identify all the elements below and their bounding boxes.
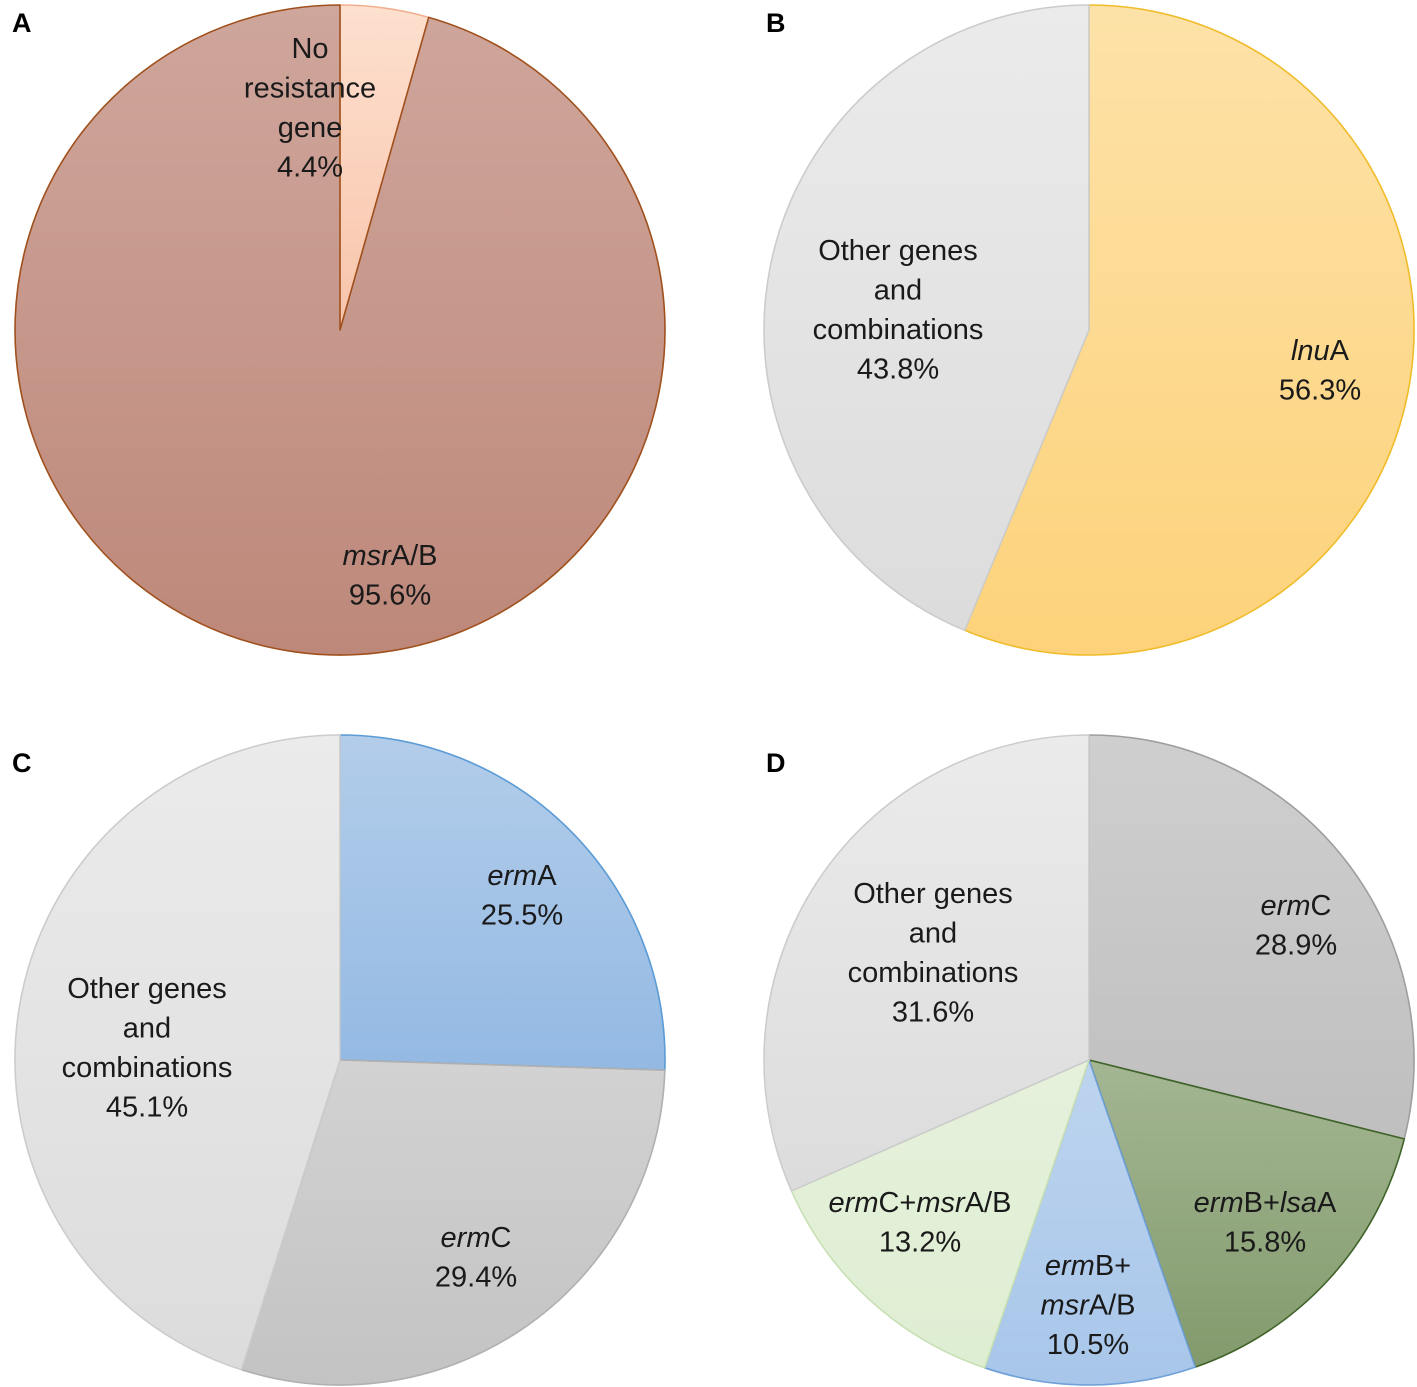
panel-letter-c: C [12, 748, 32, 778]
panel-letter-d: D [766, 748, 786, 778]
slice-label-msra-b: msrA/B 95.6% [342, 540, 437, 612]
pie-chart-d: ermC 28.9% ermB+lsaA 15.8% ermB+ msrA/B 10.5% e… [763, 734, 1415, 1386]
panel-letter-a: A [12, 8, 32, 38]
slice-ermc [240, 1059, 666, 1386]
panel-letter-b: B [766, 8, 786, 38]
slice-label-ermc: ermC 29.4% [435, 1222, 517, 1294]
slice-ermb-msra-b [983, 1059, 1197, 1386]
pie-chart-a: No resistance gene 4.4% msrA/B 95.6% [14, 4, 666, 656]
slice-label-ermc: ermC 28.9% [1255, 890, 1337, 962]
slice-other-genes-and-combinations [763, 4, 1090, 632]
slice-lnua [963, 4, 1415, 656]
slice-msra-b [14, 4, 666, 656]
slice-erma [339, 734, 666, 1072]
pie-chart-c: ermA 25.5% ermC 29.4% Other genes and combinat… [14, 734, 666, 1386]
slice-label-erma: ermA 25.5% [481, 860, 563, 932]
pie-chart-b: lnuA 56.3% Other genes and combinations 43.8% [763, 4, 1415, 656]
slice-other-genes-and-combinations [14, 734, 341, 1371]
slice-label-ermb-lsaa: ermB+lsaA 15.8% [1194, 1187, 1337, 1259]
slice-label-other-genes-and-combinations: Other genes and combinations 31.6% [848, 878, 1019, 1029]
slice-other-genes-and-combinations [763, 734, 1090, 1192]
slice-ermb-lsaa [1088, 1059, 1406, 1368]
slice-label-ermb-msra-b: ermB+ msrA/B 10.5% [1040, 1250, 1135, 1361]
slice-ermc [1088, 734, 1415, 1140]
slice-label-lnua: lnuA 56.3% [1279, 335, 1361, 407]
slice-label-other-genes-and-combinations: Other genes and combinations 43.8% [813, 235, 984, 386]
slice-ermc-msra-b [790, 1059, 1090, 1369]
slice-label-no-resistance-gene: No resistance gene 4.4% [244, 33, 376, 184]
slice-label-other-genes-and-combinations: Other genes and combinations 45.1% [62, 973, 233, 1124]
slice-label-ermc-msra-b: ermC+msrA/B 13.2% [829, 1187, 1012, 1259]
